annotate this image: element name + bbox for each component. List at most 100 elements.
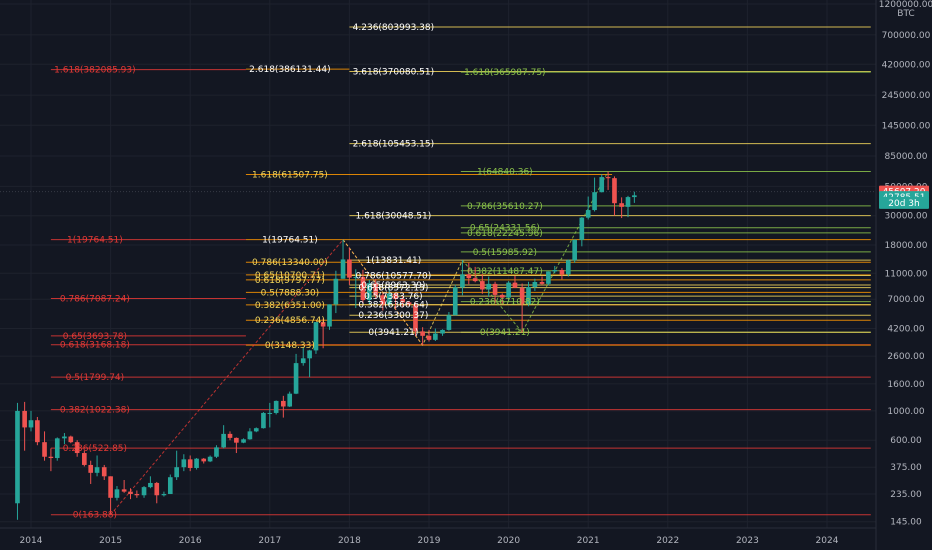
candle[interactable] xyxy=(267,412,273,414)
candle[interactable] xyxy=(539,282,545,284)
candle[interactable] xyxy=(307,350,312,359)
x-tick-label: 2023 xyxy=(736,536,759,546)
candle[interactable] xyxy=(499,294,505,298)
candle[interactable] xyxy=(565,260,571,275)
candle[interactable] xyxy=(62,436,67,439)
candle[interactable] xyxy=(207,456,213,462)
candle[interactable] xyxy=(154,482,160,496)
time-axis[interactable] xyxy=(0,528,876,550)
candle[interactable] xyxy=(174,467,179,478)
candle[interactable] xyxy=(15,410,20,504)
candle[interactable] xyxy=(433,333,438,340)
candle[interactable] xyxy=(82,453,87,465)
candle[interactable] xyxy=(28,420,34,428)
candle[interactable] xyxy=(187,459,193,468)
candle[interactable] xyxy=(506,282,511,298)
candle[interactable] xyxy=(619,203,624,207)
candle[interactable] xyxy=(592,192,597,211)
candle[interactable] xyxy=(406,302,412,305)
candle[interactable] xyxy=(386,293,392,305)
candle[interactable] xyxy=(88,464,94,473)
candle[interactable] xyxy=(632,195,637,198)
candle[interactable] xyxy=(546,271,551,284)
candle[interactable] xyxy=(440,329,445,334)
candle[interactable] xyxy=(300,358,306,364)
candle[interactable] xyxy=(121,489,127,492)
candle[interactable] xyxy=(108,476,113,498)
candle[interactable] xyxy=(68,436,74,443)
candle[interactable] xyxy=(313,322,319,351)
candle[interactable] xyxy=(114,489,120,498)
candle[interactable] xyxy=(486,283,492,290)
candle[interactable] xyxy=(360,277,366,301)
candle[interactable] xyxy=(393,293,398,299)
candle[interactable] xyxy=(161,494,167,496)
candle[interactable] xyxy=(605,177,611,179)
candle[interactable] xyxy=(214,447,219,457)
y-tick-label: 18000.00 xyxy=(885,241,928,251)
candle[interactable] xyxy=(241,439,246,443)
candle[interactable] xyxy=(526,287,531,305)
candle[interactable] xyxy=(167,477,173,495)
candle[interactable] xyxy=(181,459,187,468)
candle[interactable] xyxy=(42,442,47,457)
candle[interactable] xyxy=(253,428,259,432)
candle[interactable] xyxy=(452,287,458,316)
candle[interactable] xyxy=(420,331,425,336)
candle[interactable] xyxy=(340,259,346,279)
candle[interactable] xyxy=(466,274,472,279)
candle[interactable] xyxy=(579,217,585,240)
candle[interactable] xyxy=(94,467,100,473)
candle[interactable] xyxy=(572,239,577,261)
candle[interactable] xyxy=(247,431,253,440)
candle[interactable] xyxy=(261,412,266,429)
candle[interactable] xyxy=(141,487,147,496)
candle[interactable] xyxy=(366,283,372,301)
candle[interactable] xyxy=(552,269,558,272)
candle[interactable] xyxy=(333,278,339,305)
candle[interactable] xyxy=(347,259,352,278)
candle[interactable] xyxy=(281,400,286,407)
candle[interactable] xyxy=(625,197,631,207)
candle[interactable] xyxy=(519,287,525,305)
candle[interactable] xyxy=(353,277,359,279)
candle[interactable] xyxy=(54,438,60,459)
candle[interactable] xyxy=(492,283,498,295)
candle[interactable] xyxy=(48,456,54,459)
candle[interactable] xyxy=(293,363,299,394)
candle[interactable] xyxy=(400,298,406,303)
candle[interactable] xyxy=(380,295,386,305)
candle[interactable] xyxy=(585,210,591,218)
candle[interactable] xyxy=(413,304,418,332)
candle[interactable] xyxy=(327,304,332,327)
candle[interactable] xyxy=(320,322,326,327)
candle[interactable] xyxy=(74,442,80,454)
candle[interactable] xyxy=(148,482,153,488)
candle[interactable] xyxy=(221,433,226,448)
candle[interactable] xyxy=(101,467,107,477)
candle[interactable] xyxy=(446,315,452,330)
candle[interactable] xyxy=(460,274,465,288)
candle[interactable] xyxy=(472,278,478,282)
candle[interactable] xyxy=(426,335,432,340)
candle[interactable] xyxy=(128,491,133,495)
candle[interactable] xyxy=(559,269,565,275)
candle[interactable] xyxy=(201,458,207,462)
candle[interactable] xyxy=(134,494,140,496)
candle[interactable] xyxy=(287,393,293,407)
candle[interactable] xyxy=(22,410,27,428)
candle[interactable] xyxy=(194,458,199,468)
candle[interactable] xyxy=(480,281,485,290)
candle[interactable] xyxy=(512,282,518,288)
candle[interactable] xyxy=(599,177,605,193)
candle[interactable] xyxy=(532,282,538,288)
candle[interactable] xyxy=(234,437,239,443)
candle[interactable] xyxy=(373,283,378,296)
candle[interactable] xyxy=(612,178,617,204)
candle[interactable] xyxy=(273,400,279,413)
candle[interactable] xyxy=(35,420,40,443)
price-axis[interactable] xyxy=(876,0,932,550)
candle[interactable] xyxy=(227,433,233,438)
